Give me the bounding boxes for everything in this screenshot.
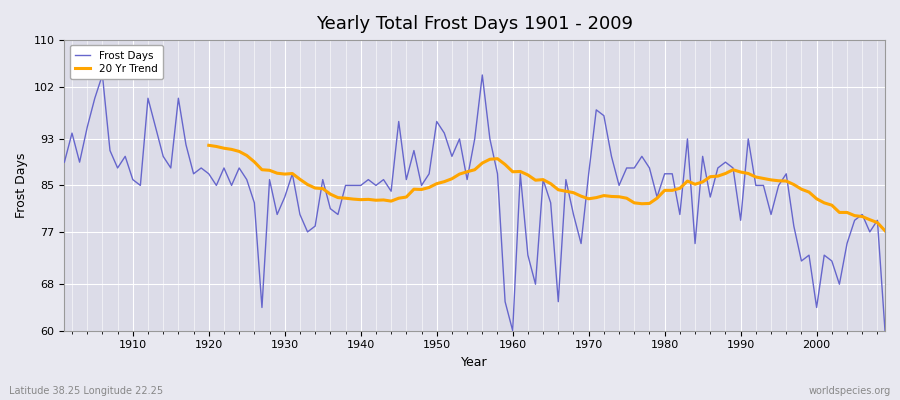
- Frost Days: [614, 183, 625, 188]
- Frost Days: [340, 183, 351, 188]
- Frost Days: [508, 328, 518, 333]
- 20 Yr Trend: [294, 177, 305, 182]
- 20 Yr Trend: [879, 228, 890, 233]
- 20 Yr Trend: [674, 186, 685, 191]
- Line: 20 Yr Trend: 20 Yr Trend: [209, 145, 885, 231]
- Line: Frost Days: Frost Days: [65, 75, 885, 331]
- Frost Days: [523, 253, 534, 258]
- Frost Days: [97, 72, 108, 77]
- Legend: Frost Days, 20 Yr Trend: Frost Days, 20 Yr Trend: [69, 45, 163, 79]
- Text: Latitude 38.25 Longitude 22.25: Latitude 38.25 Longitude 22.25: [9, 386, 163, 396]
- Title: Yearly Total Frost Days 1901 - 2009: Yearly Total Frost Days 1901 - 2009: [316, 15, 634, 33]
- Y-axis label: Frost Days: Frost Days: [15, 153, 28, 218]
- Frost Days: [59, 160, 70, 164]
- X-axis label: Year: Year: [462, 356, 488, 369]
- Frost Days: [879, 328, 890, 333]
- 20 Yr Trend: [766, 178, 777, 182]
- 20 Yr Trend: [409, 187, 419, 192]
- 20 Yr Trend: [781, 179, 792, 184]
- Text: worldspecies.org: worldspecies.org: [809, 386, 891, 396]
- Frost Days: [128, 177, 139, 182]
- Frost Days: [294, 212, 305, 217]
- Frost Days: [515, 171, 526, 176]
- 20 Yr Trend: [203, 143, 214, 148]
- 20 Yr Trend: [850, 213, 860, 218]
